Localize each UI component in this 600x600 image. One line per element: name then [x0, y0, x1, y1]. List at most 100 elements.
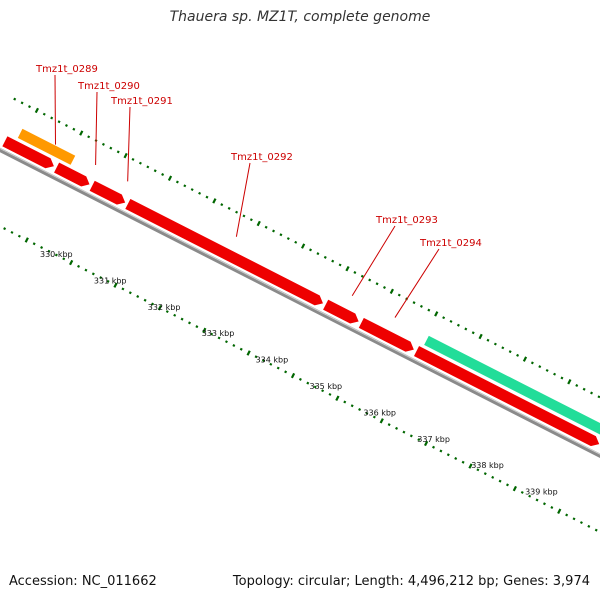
gene-feature-Tmz1t_0293	[124, 197, 325, 307]
minor-tick	[87, 135, 91, 139]
scale-label: 339 kbp	[525, 488, 558, 497]
label-Tmz1t_0292: Tmz1t_0292	[230, 152, 293, 163]
minor-tick	[13, 97, 17, 101]
label-Tmz1t_0289: Tmz1t_0289	[35, 64, 98, 75]
minor-tick	[62, 257, 66, 261]
minor-tick	[165, 310, 169, 314]
major-tick	[512, 485, 517, 492]
minor-tick	[594, 528, 598, 532]
major-tick	[167, 175, 173, 181]
gene-feature-unnamed-6	[423, 334, 600, 436]
minor-tick	[136, 295, 140, 298]
minor-tick	[501, 346, 505, 350]
minor-tick	[498, 479, 502, 483]
gene-labels: Tmz1t_0289 Tmz1t_0290 Tmz1t_0291 Tmz1t_0292…	[35, 64, 482, 249]
major-tick	[389, 288, 394, 295]
backbone	[0, 147, 600, 458]
minor-tick	[530, 361, 534, 365]
minor-tick	[542, 502, 546, 506]
minor-tick	[227, 206, 231, 210]
minor-tick	[151, 302, 154, 306]
minor-tick	[483, 472, 487, 476]
minor-tick	[321, 389, 325, 393]
minor-tick	[42, 112, 46, 116]
tick-marks	[3, 97, 600, 532]
minor-tick	[298, 377, 302, 381]
gene-features	[1, 127, 600, 447]
minor-tick	[116, 150, 120, 154]
minor-tick	[101, 142, 105, 146]
minor-tick	[528, 494, 532, 498]
minor-tick	[419, 304, 423, 308]
minor-tick	[143, 298, 147, 302]
scale-label: 331 kbp	[94, 276, 127, 285]
scale-label: 333 kbp	[202, 329, 235, 338]
accession-text: Accession: NC_011662	[9, 574, 157, 589]
minor-tick	[232, 343, 236, 347]
gene-feature-Tmz1t_0292	[88, 179, 127, 206]
minor-tick	[121, 287, 125, 291]
minor-tick	[220, 203, 224, 207]
label-leaders	[54, 74, 440, 318]
minor-tick	[146, 165, 150, 169]
minor-tick	[456, 323, 460, 327]
minor-tick	[587, 524, 591, 528]
minor-tick	[279, 233, 283, 237]
minor-tick	[358, 408, 362, 412]
scale-label: 334 kbp	[256, 356, 289, 365]
minor-tick	[20, 101, 24, 105]
minor-tick	[368, 278, 372, 282]
gene-feature-Tmz1t_0289	[16, 127, 77, 166]
minor-tick	[316, 252, 320, 256]
minor-tick	[235, 210, 239, 214]
minor-tick	[306, 381, 310, 385]
outer-tick-row	[13, 97, 600, 399]
minor-tick	[261, 359, 265, 363]
leader-Tmz1t_0292	[235, 162, 251, 237]
minor-tick	[195, 325, 199, 329]
minor-tick	[590, 391, 594, 395]
minor-tick	[402, 430, 406, 434]
major-tick	[212, 198, 217, 204]
minor-tick	[535, 498, 539, 502]
minor-tick	[64, 124, 68, 127]
minor-tick	[99, 276, 103, 280]
minor-tick	[486, 338, 490, 342]
label-Tmz1t_0290: Tmz1t_0290	[77, 81, 140, 92]
minor-tick	[254, 355, 258, 359]
minor-tick	[350, 404, 354, 408]
label-Tmz1t_0293: Tmz1t_0293	[375, 215, 438, 226]
major-tick	[113, 282, 118, 288]
leader-Tmz1t_0293	[351, 225, 396, 297]
minor-tick	[412, 301, 416, 305]
minor-tick	[520, 490, 524, 494]
minor-tick	[128, 291, 132, 295]
minor-tick	[190, 188, 194, 192]
minor-tick	[313, 385, 317, 389]
minor-tick	[217, 336, 221, 340]
minor-tick	[239, 347, 243, 351]
scale-label: 336 kbp	[363, 408, 396, 417]
gene-feature-Tmz1t_0291	[52, 161, 91, 188]
minor-tick	[84, 268, 88, 272]
major-tick	[202, 327, 207, 334]
major-tick	[79, 130, 84, 136]
minor-tick	[224, 340, 228, 344]
minor-tick	[28, 105, 31, 109]
gene-feature-unnamed-8	[412, 344, 600, 447]
minor-tick	[353, 270, 357, 274]
minor-tick	[382, 286, 386, 290]
minor-tick	[387, 423, 391, 427]
map-title: Thauera sp. MZ1T, complete genome	[169, 9, 431, 25]
scale-label: 332 kbp	[148, 303, 181, 312]
major-tick	[557, 508, 562, 514]
major-tick	[567, 379, 572, 385]
minor-tick	[442, 316, 446, 320]
minor-tick	[138, 161, 142, 165]
minor-tick	[395, 426, 399, 430]
major-tick	[478, 333, 483, 340]
major-tick	[379, 418, 384, 424]
leader-Tmz1t_0291	[127, 106, 131, 182]
minor-tick	[397, 293, 401, 297]
